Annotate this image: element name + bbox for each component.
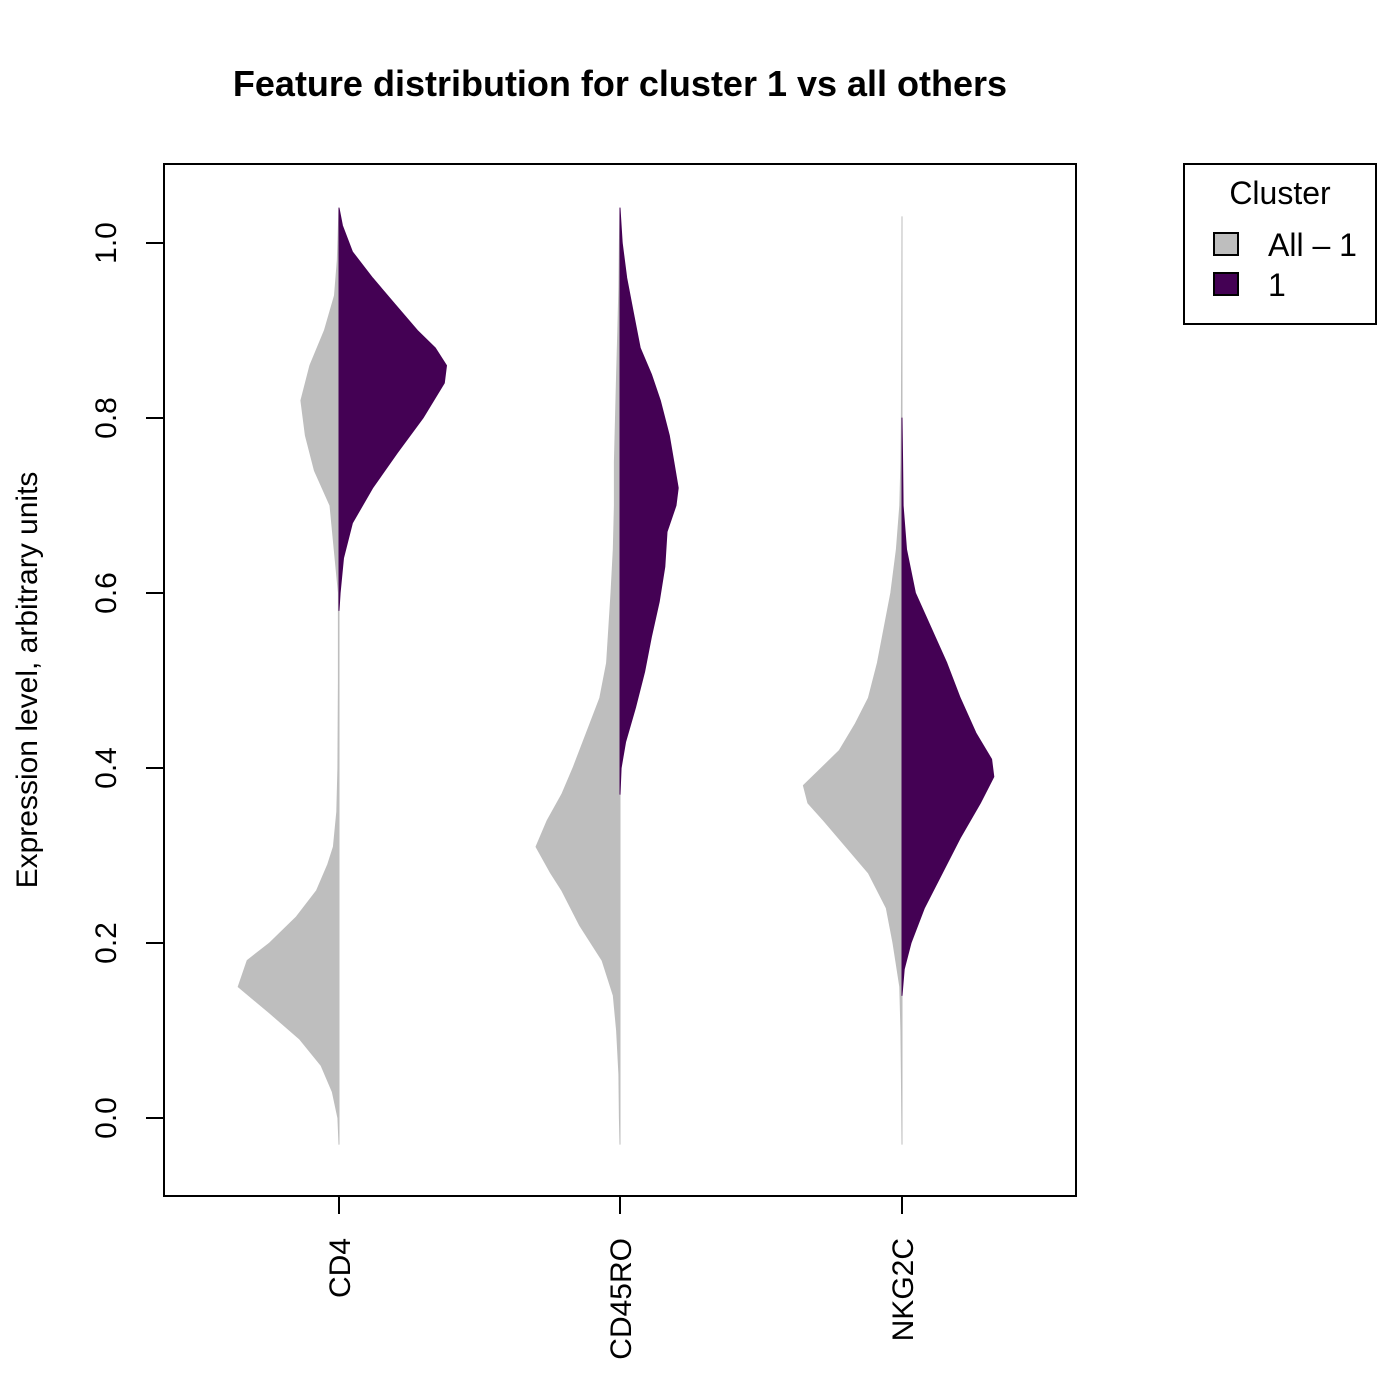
violin-cd4-left-half — [237, 207, 340, 1145]
x-axis: CD4 CD45RO NKG2C — [324, 1196, 920, 1360]
chart-title: Feature distribution for cluster 1 vs al… — [233, 63, 1007, 104]
x-tick-label-nkg2c: NKG2C — [887, 1238, 920, 1341]
legend-label-cluster-1: 1 — [1268, 267, 1286, 303]
violin-cd45ro-right-half — [619, 207, 679, 795]
y-tick-label: 0.2 — [90, 922, 123, 964]
y-tick-label: 1.0 — [90, 222, 123, 264]
y-tick-label: 0.8 — [90, 397, 123, 439]
legend-title: Cluster — [1229, 175, 1331, 211]
violin-nkg2c-left-half — [802, 216, 903, 1145]
y-tick-label: 0.0 — [90, 1097, 123, 1139]
legend-label-all-minus-1: All – 1 — [1268, 227, 1357, 263]
legend: Cluster All – 1 1 — [1183, 163, 1377, 325]
violins — [237, 207, 995, 1145]
y-axis: 0.0 0.2 0.4 0.6 0.8 1.0 — [90, 222, 164, 1139]
y-tick-label: 0.6 — [90, 572, 123, 614]
violin-cd45ro-left-half — [535, 207, 621, 1145]
legend-swatch-cluster-1 — [1213, 272, 1239, 296]
y-tick-label: 0.4 — [90, 747, 123, 789]
x-tick-label-cd4: CD4 — [324, 1238, 357, 1298]
violin-cd4-right-half — [338, 207, 447, 611]
violin-nkg2c-right-half — [901, 417, 995, 996]
legend-box — [1183, 163, 1377, 325]
x-tick-label-cd45ro: CD45RO — [605, 1238, 638, 1360]
y-axis-label: Expression level, arbitrary units — [11, 472, 44, 889]
legend-swatch-all-minus-1 — [1213, 232, 1239, 256]
